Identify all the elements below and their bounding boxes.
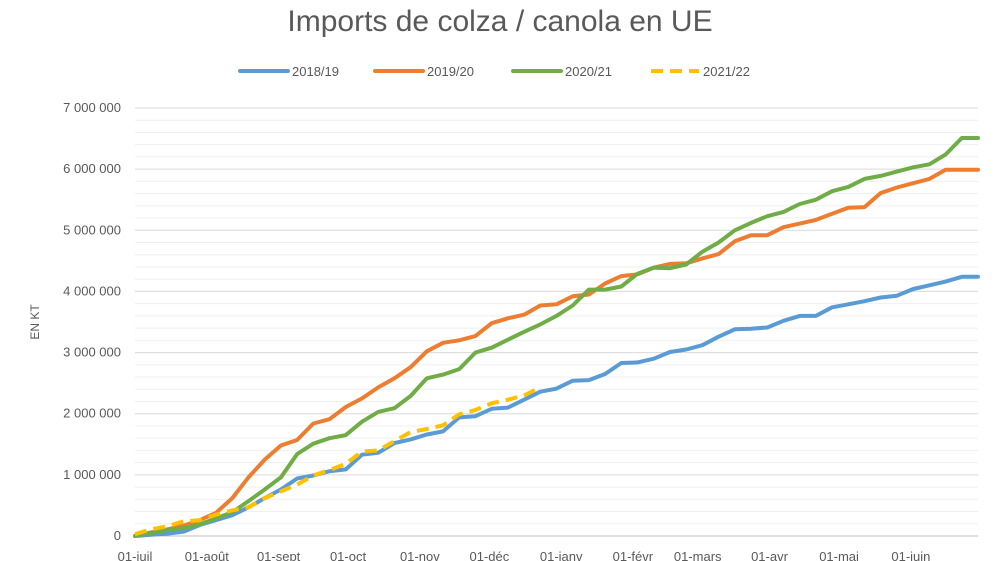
- x-tick-label: 01-déc: [470, 549, 510, 561]
- series-layer: [133, 136, 980, 538]
- y-tick-label: 3 000 000: [63, 345, 121, 360]
- x-tick-label: 01-oct: [330, 549, 367, 561]
- series-line-2019-20: [133, 167, 980, 538]
- y-axis-ticks: 0 1 000 000 2 000 000 3 000 000 4 000 000 5 0…: [63, 100, 121, 543]
- y-tick-label: 0: [114, 528, 121, 543]
- x-axis-ticks: 01-juil 01-août 01-sept 01-oct 01-nov 01-déc 0…: [118, 549, 931, 561]
- y-tick-label: 7 000 000: [63, 100, 121, 115]
- series-line-2020-21: [133, 136, 980, 538]
- x-tick-label: 01-mars: [674, 549, 722, 561]
- y-tick-label: 6 000 000: [63, 161, 121, 176]
- series-line-2021-22: [134, 385, 542, 537]
- series-line-2018-19: [133, 274, 980, 538]
- x-tick-label: 01-mai: [819, 549, 859, 561]
- x-tick-label: 01-juil: [118, 549, 153, 561]
- y-axis-label: EN KT: [28, 304, 42, 340]
- y-tick-label: 2 000 000: [63, 406, 121, 421]
- x-tick-label: 01-avr: [751, 549, 789, 561]
- x-tick-label: 01-juin: [891, 549, 930, 561]
- x-tick-label: 01-août: [185, 549, 229, 561]
- legend: 2018/19 2019/20 2020/21 2021/22: [238, 64, 750, 79]
- x-tick-label: 01-janv: [540, 549, 583, 561]
- x-tick-label: 01-sept: [257, 549, 301, 561]
- legend-label: 2018/19: [292, 64, 339, 79]
- legend-label: 2020/21: [565, 64, 612, 79]
- y-tick-label: 1 000 000: [63, 467, 121, 482]
- y-tick-label: 4 000 000: [63, 283, 121, 298]
- x-tick-label: 01-nov: [400, 549, 440, 561]
- y-tick-label: 5 000 000: [63, 222, 121, 237]
- legend-label: 2021/22: [703, 64, 750, 79]
- x-tick-label: 01-févr: [613, 549, 654, 561]
- legend-label: 2019/20: [427, 64, 474, 79]
- chart-title: Imports de colza / canola en UE: [287, 5, 712, 38]
- gridlines: [135, 107, 978, 537]
